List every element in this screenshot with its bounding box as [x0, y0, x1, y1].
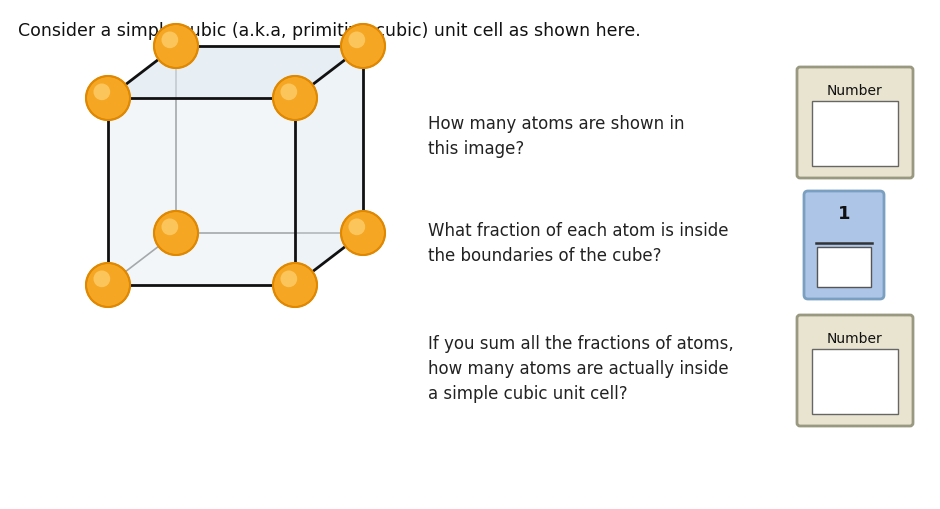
Circle shape [162, 218, 179, 235]
Circle shape [86, 263, 130, 307]
Circle shape [280, 270, 297, 287]
FancyBboxPatch shape [804, 191, 884, 299]
Polygon shape [295, 46, 363, 285]
Circle shape [154, 211, 198, 255]
Text: What fraction of each atom is inside
the boundaries of the cube?: What fraction of each atom is inside the… [428, 222, 728, 265]
Circle shape [86, 76, 130, 120]
Circle shape [341, 24, 385, 68]
Text: How many atoms are shown in
this image?: How many atoms are shown in this image? [428, 115, 684, 158]
Circle shape [280, 83, 297, 100]
Circle shape [273, 76, 317, 120]
Text: Number: Number [827, 84, 883, 98]
FancyBboxPatch shape [812, 101, 898, 166]
Text: If you sum all the fractions of atoms,
how many atoms are actually inside
a simp: If you sum all the fractions of atoms, h… [428, 335, 734, 403]
Text: Number: Number [827, 332, 883, 346]
FancyBboxPatch shape [817, 247, 871, 287]
Text: 1: 1 [838, 205, 851, 223]
Circle shape [349, 32, 366, 48]
FancyBboxPatch shape [797, 67, 913, 178]
Circle shape [154, 24, 198, 68]
Circle shape [349, 218, 366, 235]
FancyBboxPatch shape [812, 349, 898, 414]
Circle shape [162, 32, 179, 48]
Text: Consider a simple cubic (a.k.a, primitive cubic) unit cell as shown here.: Consider a simple cubic (a.k.a, primitiv… [18, 22, 641, 40]
Polygon shape [108, 46, 363, 98]
Circle shape [93, 270, 110, 287]
Circle shape [93, 83, 110, 100]
Polygon shape [108, 98, 295, 285]
FancyBboxPatch shape [797, 315, 913, 426]
Circle shape [273, 263, 317, 307]
Circle shape [341, 211, 385, 255]
